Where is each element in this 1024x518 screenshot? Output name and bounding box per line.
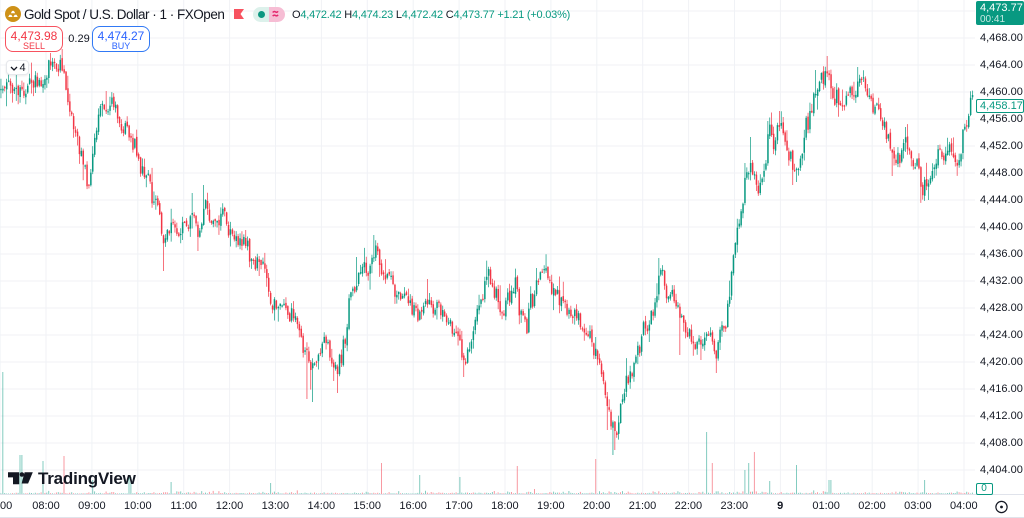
svg-text:TradingView: TradingView (38, 469, 137, 488)
